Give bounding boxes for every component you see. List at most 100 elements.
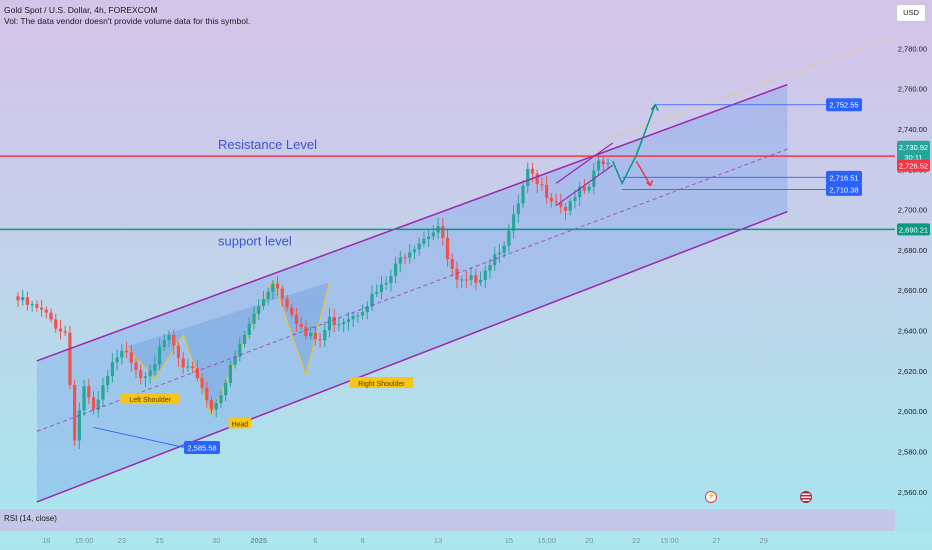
resistance-price-marker: 2,726.52 [899, 162, 928, 171]
candle-body [30, 304, 34, 306]
head-label: Head [231, 421, 248, 428]
candle-body [521, 185, 525, 204]
candle-body [191, 366, 195, 369]
candle-body [290, 307, 294, 315]
channel-fill [36, 84, 788, 502]
candle-body [68, 332, 72, 386]
projected-path [612, 104, 656, 186]
candle-body [313, 333, 317, 340]
candle-body [323, 330, 327, 341]
candle-body [261, 299, 266, 307]
us-flag-event-icon[interactable] [800, 491, 812, 503]
pattern-fill [126, 280, 330, 416]
resistance-price-marker-bg [897, 159, 930, 172]
candle-body [478, 279, 483, 283]
candle-body [63, 331, 67, 333]
support-price-marker-bg [897, 223, 930, 236]
candle-body [332, 316, 336, 326]
candle-body [545, 184, 549, 198]
right-shoulder-label-bg [349, 377, 414, 388]
candle-body [346, 319, 350, 323]
target-mid-label-bg [826, 170, 862, 184]
candle-body [54, 319, 58, 329]
target-low-label: 2,710.38 [829, 185, 858, 194]
candle-body [205, 387, 209, 401]
candle-body [540, 184, 544, 186]
candle-body [356, 315, 360, 317]
candle-body [516, 203, 520, 215]
candle-body [441, 226, 445, 238]
price-tick-label: 2,740.00 [898, 125, 927, 134]
candle-body [153, 364, 157, 371]
price-tick-label: 2,700.00 [898, 206, 927, 215]
current-price-marker-bg [897, 140, 930, 154]
candle-body [120, 350, 124, 358]
candle-body [106, 376, 110, 386]
swing-low-label: 2,585.58 [187, 443, 216, 452]
countdown-marker: 30:11 [904, 153, 922, 162]
candle-body [110, 362, 114, 377]
candle-body [158, 346, 162, 365]
candle-body [129, 352, 133, 363]
swing-low-label-bg [184, 440, 220, 454]
candle-body [351, 315, 355, 320]
head-shoulders-pattern [126, 278, 331, 417]
swing-low-connector [93, 427, 185, 448]
candle-body [143, 376, 148, 378]
channel-mid-line [36, 148, 788, 432]
candle-body [252, 313, 256, 324]
candle-body [445, 237, 450, 260]
currency-button[interactable]: USD [896, 4, 926, 22]
candle-body [417, 243, 421, 250]
candle-body [101, 385, 105, 400]
candle-body [285, 298, 289, 308]
candle-body [16, 296, 20, 301]
rsi-pane[interactable]: RSI (14, close) [0, 509, 895, 531]
candle-body [276, 283, 280, 289]
volume-notice: Vol: The data vendor doesn't provide vol… [4, 16, 251, 26]
candle-body [455, 268, 459, 280]
candle-body [431, 232, 435, 237]
candle-body [578, 186, 582, 198]
candle-body [299, 324, 303, 327]
candle-body [535, 173, 539, 185]
candle-body [233, 356, 237, 365]
candle-body [493, 254, 497, 266]
candle-body [568, 201, 572, 211]
resistance-annotation: Resistance Level [218, 137, 317, 152]
candle-body [337, 324, 341, 326]
candle-body [134, 362, 138, 371]
candle-body [507, 230, 511, 246]
candle-body [464, 279, 468, 281]
candle-body [502, 245, 506, 253]
candle-body [21, 297, 25, 301]
candle-body [573, 197, 577, 202]
candle-body [427, 236, 431, 239]
candle-body [394, 263, 398, 276]
candle-body [474, 275, 478, 283]
candle-body [124, 350, 129, 353]
candle-body [365, 306, 369, 312]
candle-body [497, 252, 502, 255]
candle-body [247, 323, 251, 335]
support-price-marker: 2,690.21 [899, 225, 928, 234]
price-tick-label: 2,620.00 [898, 367, 927, 376]
target-low-label-bg [826, 182, 862, 196]
lightning-event-icon[interactable]: ⚡ [705, 491, 717, 503]
candle-body [35, 304, 39, 308]
candle-body [73, 385, 77, 441]
candle-body [271, 283, 275, 292]
candle-body [58, 328, 63, 332]
candle-body [342, 322, 346, 325]
candle-body [549, 197, 553, 202]
candle-body [398, 257, 402, 264]
candle-body [228, 364, 232, 383]
candle-body [488, 265, 492, 271]
left-shoulder-label-bg [120, 393, 180, 405]
time-axis[interactable] [0, 531, 932, 550]
candle-body [389, 275, 393, 284]
candle-body [148, 370, 152, 377]
chart-legend: Gold Spot / U.S. Dollar, 4h, FOREXCOM Vo… [4, 5, 250, 27]
price-tick-label: 2,680.00 [898, 246, 927, 255]
